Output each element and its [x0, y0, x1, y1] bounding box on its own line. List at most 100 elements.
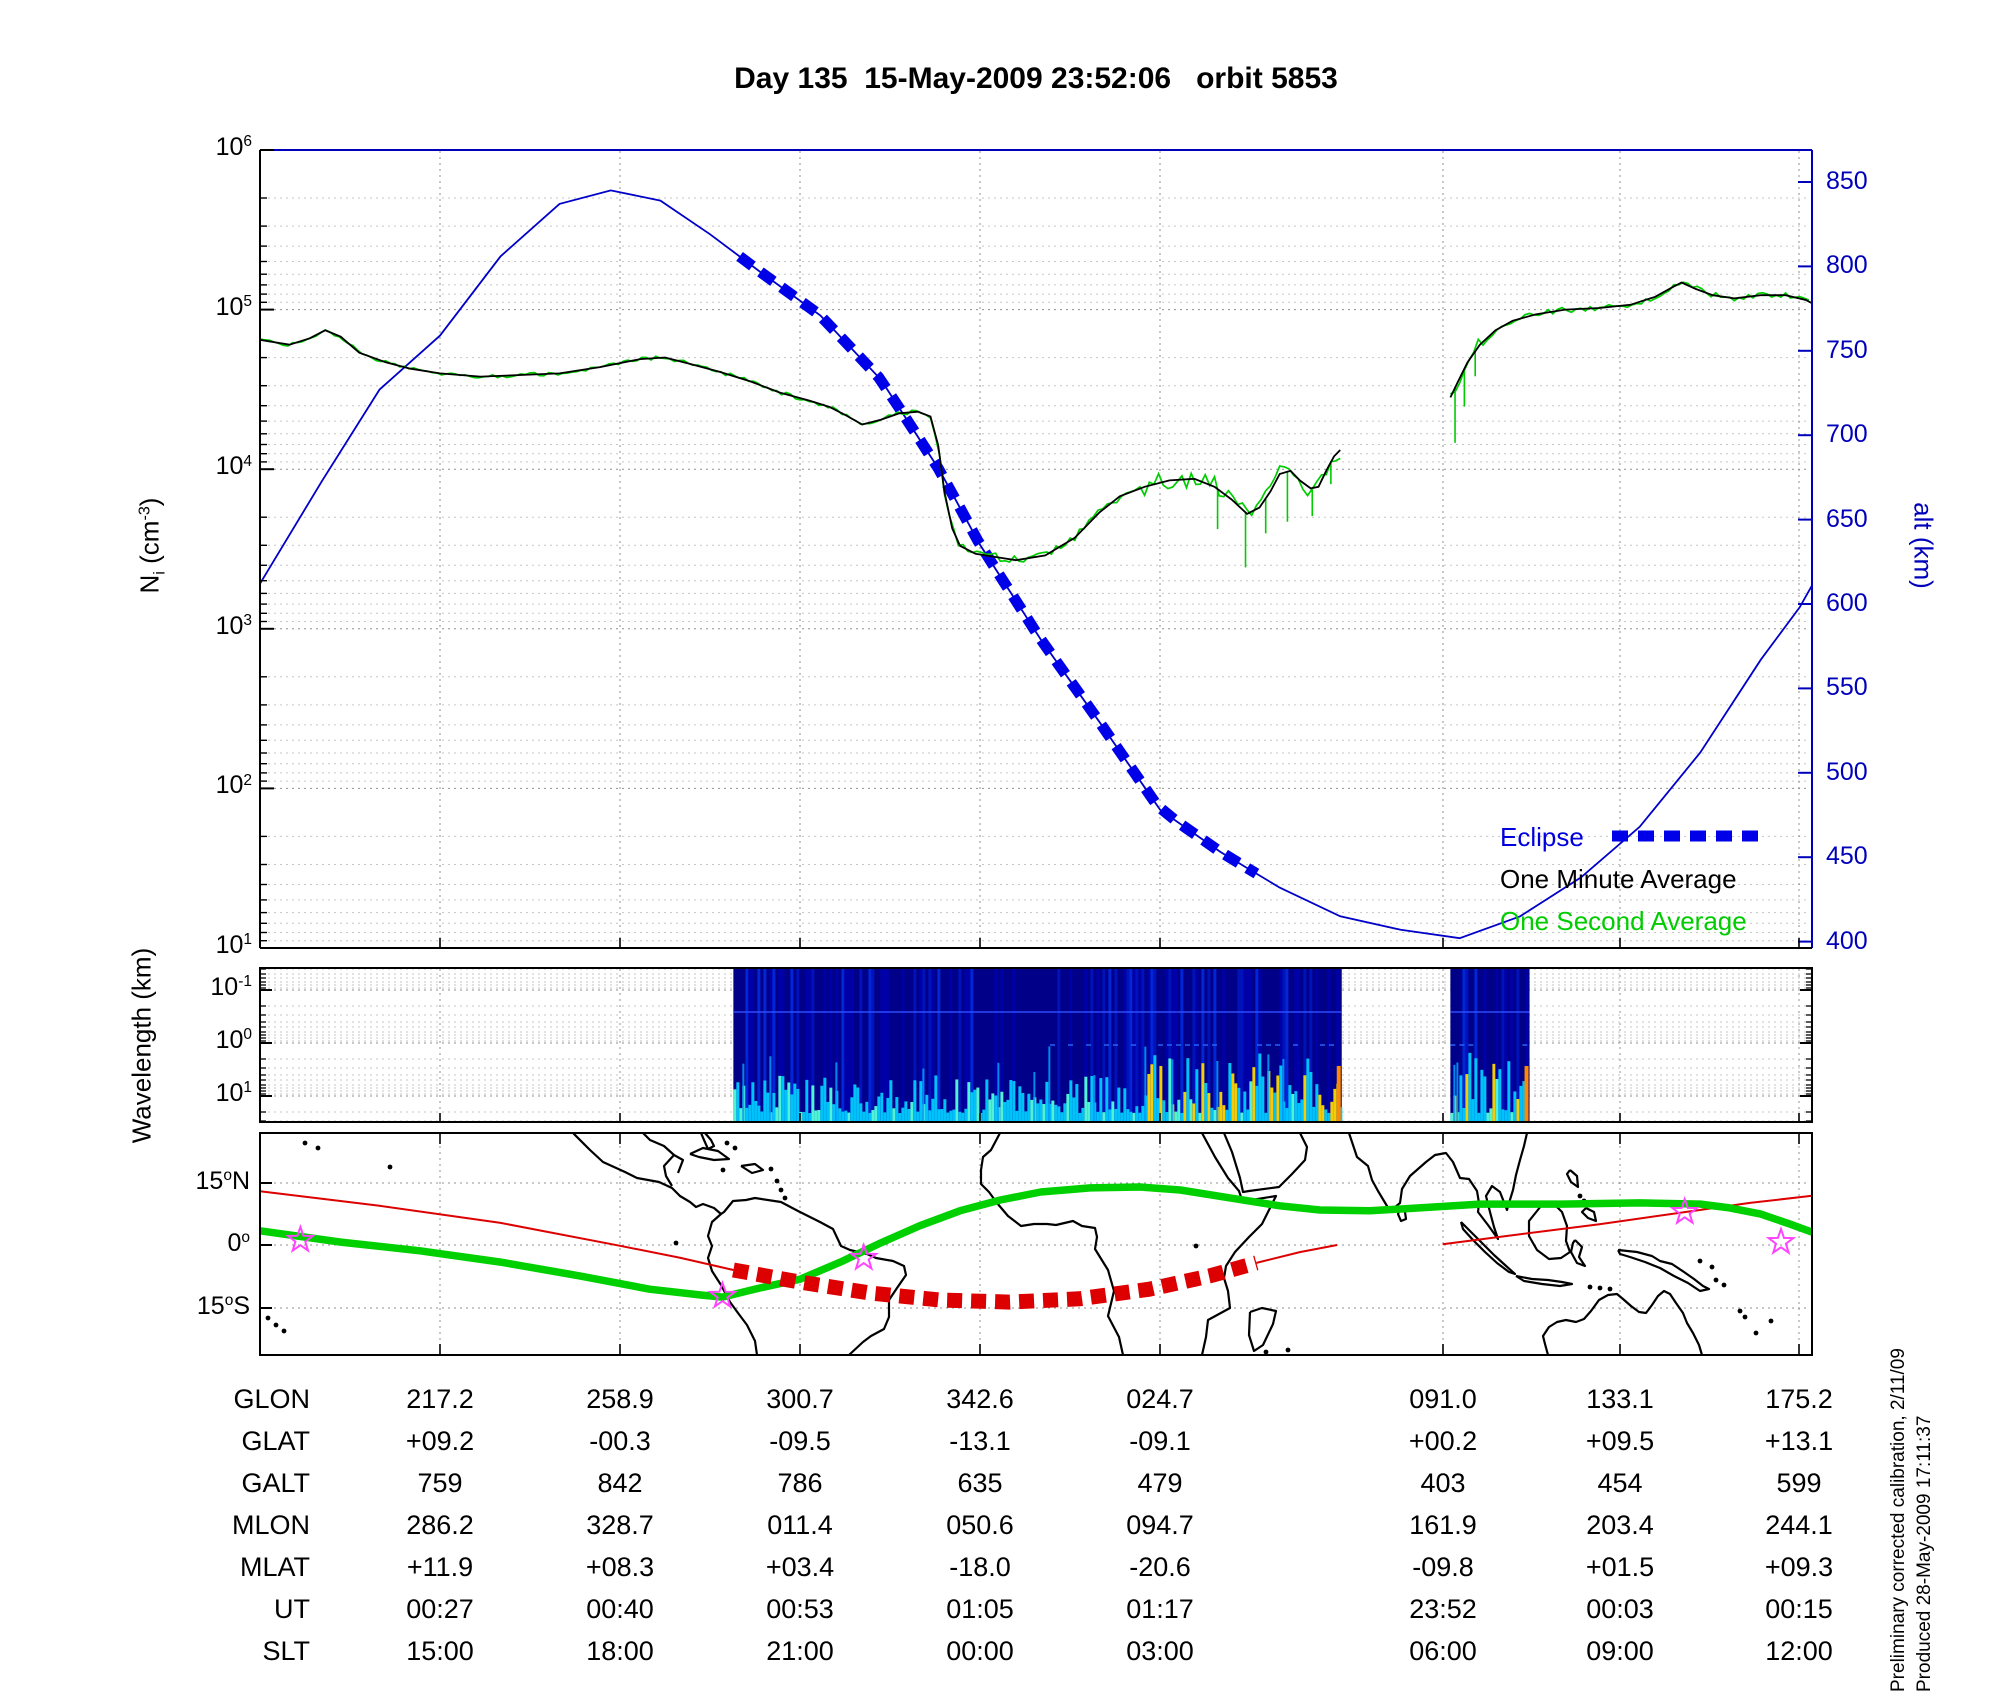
spectrogram-streak — [1309, 1072, 1313, 1121]
coastline — [1617, 1248, 1711, 1293]
spectrogram-streak — [1162, 1100, 1166, 1121]
spectrogram-streak — [1459, 1075, 1463, 1121]
spectrogram-dash — [1167, 1044, 1172, 1046]
spectrogram-streak — [1129, 1111, 1133, 1121]
island-dot — [281, 1328, 287, 1334]
spectrogram-streak — [817, 1109, 821, 1121]
spectrogram-streak — [919, 969, 923, 1121]
spectrogram-streak — [1066, 1093, 1070, 1121]
spectrogram-streak — [751, 969, 755, 1121]
table-value: +09.5 — [1585, 1426, 1655, 1456]
spectrogram-streak — [1090, 1076, 1094, 1121]
island-dot — [1742, 1314, 1748, 1320]
spectrogram-streak — [778, 969, 782, 1121]
table-value: 23:52 — [1409, 1594, 1477, 1624]
spectrogram-streak — [736, 1082, 740, 1121]
spectrogram-streak — [1486, 1112, 1490, 1121]
spectrogram-streak — [850, 1097, 854, 1121]
spectrogram-streak — [1153, 1055, 1157, 1121]
spectrogram-streak — [820, 1085, 824, 1121]
spectrogram-streak — [970, 969, 974, 1121]
spectrogram-streak — [811, 969, 815, 1121]
spectrogram-streak — [808, 1112, 812, 1121]
island-dot — [1709, 1264, 1715, 1270]
spectrogram-spike — [922, 1068, 925, 1121]
eclipse-ground-track — [732, 1255, 1259, 1310]
table-value: 15:00 — [406, 1636, 474, 1666]
alt-tick-label: 700 — [1826, 420, 1868, 449]
island-dot — [1753, 1330, 1759, 1336]
spectrogram-spike — [1216, 1060, 1219, 1121]
spectrogram-streak — [1336, 969, 1340, 1121]
table-value: +01.5 — [1585, 1552, 1655, 1582]
one-second-average-curve — [259, 329, 1341, 563]
spectrogram-streak — [1123, 969, 1127, 1121]
alt-tick-label: 600 — [1826, 589, 1868, 617]
spectrogram-dash — [1185, 1044, 1190, 1046]
spectrogram-streak — [1198, 1112, 1202, 1121]
spectrogram-dash — [1266, 1044, 1271, 1046]
spectrogram-streak — [1246, 1109, 1250, 1121]
spectrogram-streak — [835, 969, 839, 1121]
spectrogram-streak — [952, 1109, 956, 1121]
spectrogram-streak — [976, 1087, 980, 1121]
alt-tick-label: 800 — [1826, 251, 1868, 280]
magnetic-track-thin — [1442, 1194, 1813, 1246]
island-dot — [302, 1140, 308, 1146]
spectrogram-streak — [1000, 969, 1004, 1121]
spectrogram-streak — [910, 1102, 914, 1121]
coastline — [1247, 1306, 1278, 1353]
spectrogram-streak — [1501, 969, 1505, 1121]
spectrogram-dash — [1275, 1044, 1280, 1046]
spectrogram-streak — [838, 1108, 842, 1121]
island-dot — [1721, 1282, 1727, 1288]
spectrogram-streak — [1492, 1063, 1496, 1121]
spectrogram-streak — [1303, 1075, 1307, 1121]
spectrogram-streak — [1192, 969, 1196, 1121]
table-value: 635 — [957, 1468, 1003, 1498]
spectrogram-streak — [1450, 1112, 1454, 1121]
spectrogram-band — [733, 1011, 1342, 1013]
spectrogram-streak — [1183, 1091, 1187, 1121]
spectrogram-streak — [1156, 1098, 1160, 1121]
spectrogram-streak — [754, 1100, 758, 1121]
table-value: -09.1 — [1129, 1426, 1191, 1456]
spectrogram-streak — [1315, 1084, 1319, 1121]
spectrogram-streak — [1036, 1103, 1040, 1121]
spectrogram-streak — [1147, 1073, 1151, 1121]
spectrogram-streak — [886, 1097, 890, 1121]
spectrogram-streak — [913, 1080, 917, 1121]
spectrogram-streak — [790, 969, 794, 1121]
table-value: 454 — [1597, 1468, 1643, 1498]
spectrogram-dash — [1104, 1044, 1109, 1046]
spectrogram-streak — [919, 1081, 923, 1121]
island-dot — [1193, 1243, 1199, 1249]
spectrogram-dash — [1212, 1044, 1217, 1046]
spectrogram-streak — [1315, 969, 1319, 1121]
alt-tick-label: 850 — [1826, 167, 1868, 195]
spectrogram-streak — [808, 969, 812, 1121]
coastline — [740, 1162, 765, 1175]
spectrogram-streak — [1225, 1109, 1229, 1121]
table-value: -13.1 — [949, 1426, 1011, 1456]
table-value: +13.1 — [1764, 1426, 1834, 1456]
spectrogram-streak — [1306, 1058, 1310, 1121]
spectrogram-dash — [1176, 1044, 1181, 1046]
spectrogram-streak — [1075, 1084, 1079, 1121]
island-dot — [768, 1166, 774, 1172]
spectrogram-dash — [1203, 1044, 1208, 1046]
spectrogram-streak — [955, 1079, 959, 1121]
ground-station-star — [1765, 1226, 1797, 1256]
table-value: 161.9 — [1409, 1510, 1477, 1540]
spectrogram-streak — [847, 969, 851, 1121]
spectrogram-streak — [1252, 1067, 1256, 1121]
spectrogram-spike — [1453, 1064, 1456, 1121]
spectrogram-streak — [1243, 1091, 1247, 1121]
spectrogram-streak — [856, 1087, 860, 1121]
coastline — [1515, 1274, 1574, 1288]
spectrogram-streak — [766, 1092, 770, 1121]
spectrogram-streak — [1102, 969, 1106, 1121]
spectrogram-spike — [1267, 1054, 1270, 1121]
spectrogram-streak — [883, 1112, 887, 1121]
spectrogram-streak — [1297, 969, 1301, 1121]
